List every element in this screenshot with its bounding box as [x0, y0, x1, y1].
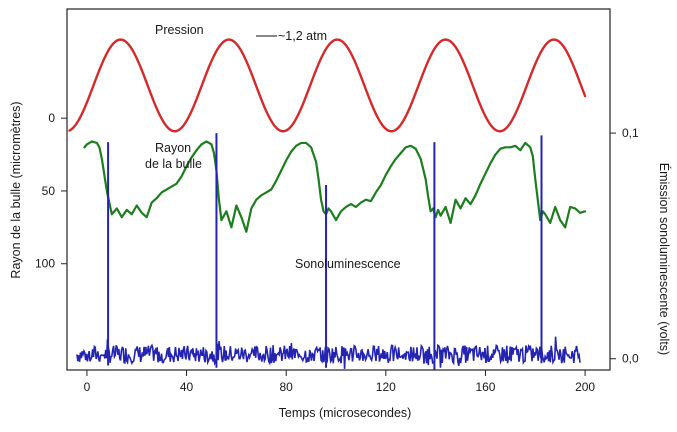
y-left-tick-label-1: 50 [42, 184, 56, 198]
y-left-axis-title: Rayon de la bulle (micromètres) [9, 101, 23, 278]
y-right-tick-label-0: 0,1 [622, 126, 639, 140]
y-right-tick-label-1: 0,0 [622, 352, 639, 366]
x-axis-title: Temps (microsecondes) [279, 406, 412, 420]
x-tick-label-3: 120 [376, 380, 396, 394]
amplitude-label: ~1,2 atm [278, 29, 327, 43]
x-tick-label-5: 200 [575, 380, 595, 394]
plot-frame [66, 8, 611, 371]
y-left-tick-label-0: 0 [48, 111, 55, 125]
x-tick-label-0: 0 [84, 380, 91, 394]
y-right-axis-title: Émission sonoluminescente (volts) [657, 163, 672, 355]
tick-layer: 0 40 80 120 160 200 0 50 100 0,1 0,0 [35, 111, 639, 394]
pressure-label: Pression [155, 23, 204, 37]
series-layer [68, 38, 587, 370]
x-tick-label-2: 80 [280, 380, 294, 394]
x-tick-label-4: 160 [475, 380, 495, 394]
sonoluminescence-label: Sonoluminescence [295, 257, 401, 271]
radius-series-line [83, 140, 587, 233]
y-left-tick-label-2: 100 [35, 257, 55, 271]
sono-baseline-noise [76, 336, 581, 369]
pressure-series-line [68, 38, 587, 133]
radius-label-line2: de la bulle [145, 157, 202, 171]
x-tick-label-1: 40 [180, 380, 194, 394]
radius-label-line1: Rayon [155, 141, 191, 155]
